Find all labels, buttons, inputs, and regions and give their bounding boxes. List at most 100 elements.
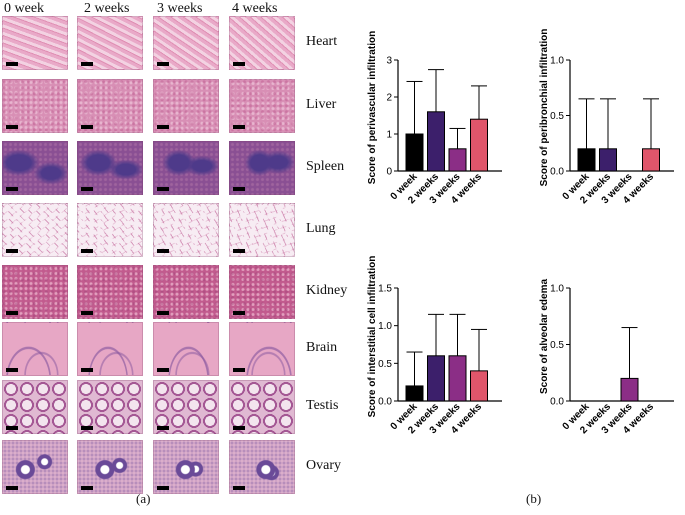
histology-tile — [2, 16, 68, 70]
histology-tile — [77, 16, 143, 70]
scale-bar — [81, 187, 93, 191]
histology-tile — [77, 265, 143, 319]
y-tick-label: 0.0 — [550, 167, 564, 178]
scale-bar — [233, 62, 245, 66]
panel-b-label: (b) — [526, 491, 542, 506]
column-header: 4 weeks — [232, 1, 278, 16]
histology-tile — [77, 79, 143, 133]
histology-tile — [2, 141, 68, 195]
histology-tile — [229, 322, 295, 376]
histology-tile — [153, 203, 219, 257]
tissue-label: Liver — [306, 97, 337, 112]
tissue-label: Lung — [306, 221, 336, 236]
scale-bar — [157, 249, 169, 253]
scale-bar — [233, 187, 245, 191]
scale-bar — [157, 125, 169, 129]
histology-tile — [77, 440, 143, 494]
bar — [405, 385, 424, 402]
y-tick-label: 3 — [386, 56, 392, 67]
histology-tile — [153, 380, 219, 434]
scale-bar — [233, 368, 245, 372]
scale-bar — [81, 249, 93, 253]
histology-tile — [229, 203, 295, 257]
y-axis-title: Score of perivascular infiltration — [367, 31, 378, 184]
y-tick-label: 0.0 — [378, 397, 392, 408]
bar — [405, 133, 424, 172]
histology-tile — [77, 203, 143, 257]
y-axis-title: Score of peribronchial infiltration — [539, 29, 550, 187]
scale-bar — [81, 311, 93, 315]
y-tick-label: 0.5 — [550, 111, 564, 122]
y-tick-label: 1.0 — [550, 56, 564, 67]
panel-a-label: (a) — [136, 491, 151, 506]
histology-tile — [2, 322, 68, 376]
bar — [599, 148, 617, 172]
column-header: 2 weeks — [84, 1, 130, 16]
histology-tile — [229, 380, 295, 434]
column-header: 0 week — [4, 1, 45, 16]
tissue-label: Heart — [306, 34, 338, 49]
histology-tile — [153, 322, 219, 376]
bar — [577, 148, 596, 172]
tissue-label: Kidney — [306, 283, 348, 298]
histology-tile — [77, 380, 143, 434]
scale-bar — [81, 125, 93, 129]
bar — [427, 355, 445, 402]
histology-tile — [229, 16, 295, 70]
scale-bar — [81, 62, 93, 66]
scale-bar — [81, 426, 93, 430]
scale-bar — [6, 426, 18, 430]
scale-bar — [233, 426, 245, 430]
histology-tile — [2, 265, 68, 319]
scale-bar — [6, 486, 18, 490]
bar — [642, 148, 660, 172]
y-tick-label: 0.5 — [550, 340, 564, 351]
scale-bar — [81, 368, 93, 372]
column-header: 3 weeks — [157, 1, 203, 16]
y-tick-label: 0 — [386, 167, 392, 178]
scale-bar — [157, 62, 169, 66]
scale-bar — [6, 62, 18, 66]
scale-bar — [233, 486, 245, 490]
y-tick-label: 0.5 — [378, 359, 392, 370]
histology-tile — [153, 79, 219, 133]
y-tick-label: 1.5 — [378, 284, 392, 295]
scale-bar — [6, 125, 18, 129]
scale-bar — [6, 187, 18, 191]
bar — [470, 370, 488, 402]
y-tick-label: 0.0 — [550, 397, 564, 408]
y-axis-title: Score of interstitial cell infiltration — [367, 256, 378, 418]
scale-bar — [157, 486, 169, 490]
y-tick-label: 1 — [386, 130, 392, 141]
y-tick-label: 1.0 — [550, 284, 564, 295]
histology-tile — [153, 440, 219, 494]
histology-panel: 0 week 2 weeks 3 weeks 4 weeks Heart Liver Sp… — [2, 1, 348, 506]
scale-bar — [233, 249, 245, 253]
scale-bar — [157, 187, 169, 191]
scale-bar — [6, 368, 18, 372]
histology-tile — [2, 79, 68, 133]
bar — [427, 111, 445, 172]
y-axis-title: Score of alveolar edema — [539, 279, 550, 394]
histology-tile — [153, 141, 219, 195]
bar — [448, 355, 467, 402]
scale-bar — [6, 249, 18, 253]
histology-tile — [2, 440, 68, 494]
tissue-label: Ovary — [306, 458, 341, 473]
histology-tile — [2, 203, 68, 257]
histology-tile — [77, 322, 143, 376]
scale-bar — [6, 311, 18, 315]
tissue-label: Testis — [306, 398, 339, 413]
histology-tile — [229, 79, 295, 133]
y-tick-label: 2 — [386, 93, 392, 104]
bar — [448, 148, 467, 172]
y-tick-label: 1.0 — [378, 321, 392, 332]
tissue-label: Spleen — [306, 159, 345, 174]
histology-tile — [153, 265, 219, 319]
histology-tile — [77, 141, 143, 195]
